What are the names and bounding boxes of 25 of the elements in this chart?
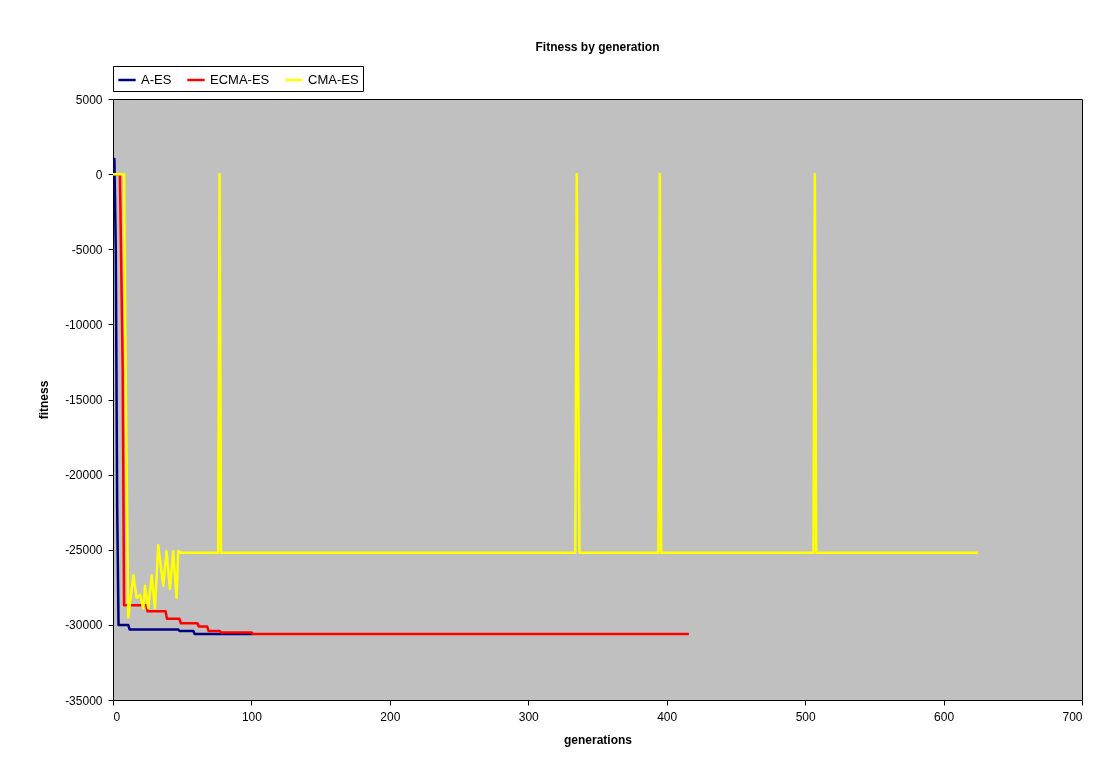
y-tick-label: -30000 <box>65 618 103 633</box>
line-series <box>113 172 980 619</box>
x-tick-label: 300 <box>518 709 540 724</box>
y-tick-label: 0 <box>95 167 103 182</box>
x-tick-label: 700 <box>1062 709 1083 724</box>
y-tick-label: 5000 <box>75 92 103 107</box>
legend-label: A-ES <box>141 72 172 87</box>
legend-label: CMA-ES <box>308 72 359 87</box>
x-tick-label: 100 <box>241 709 263 724</box>
x-tick-label: 200 <box>380 709 401 724</box>
y-tick-label: -15000 <box>65 393 103 407</box>
y-tick-label: -25000 <box>65 543 103 558</box>
x-tick-label: 400 <box>657 709 678 724</box>
line-series <box>113 157 255 636</box>
y-axis-title: fitness <box>37 380 52 420</box>
x-axis-title: generations <box>563 732 633 747</box>
legend-label: ECMA-ES <box>210 72 270 87</box>
y-tick-label: -5000 <box>71 242 103 257</box>
x-tick-label: 600 <box>934 709 955 724</box>
x-tick-label: 500 <box>795 709 816 724</box>
y-tick-label: -20000 <box>65 468 103 483</box>
chart-title: Fitness by generation <box>535 39 660 54</box>
x-tick-label: 0 <box>113 709 121 724</box>
y-tick-label: -10000 <box>65 317 103 332</box>
y-tick-label: -35000 <box>65 693 103 708</box>
